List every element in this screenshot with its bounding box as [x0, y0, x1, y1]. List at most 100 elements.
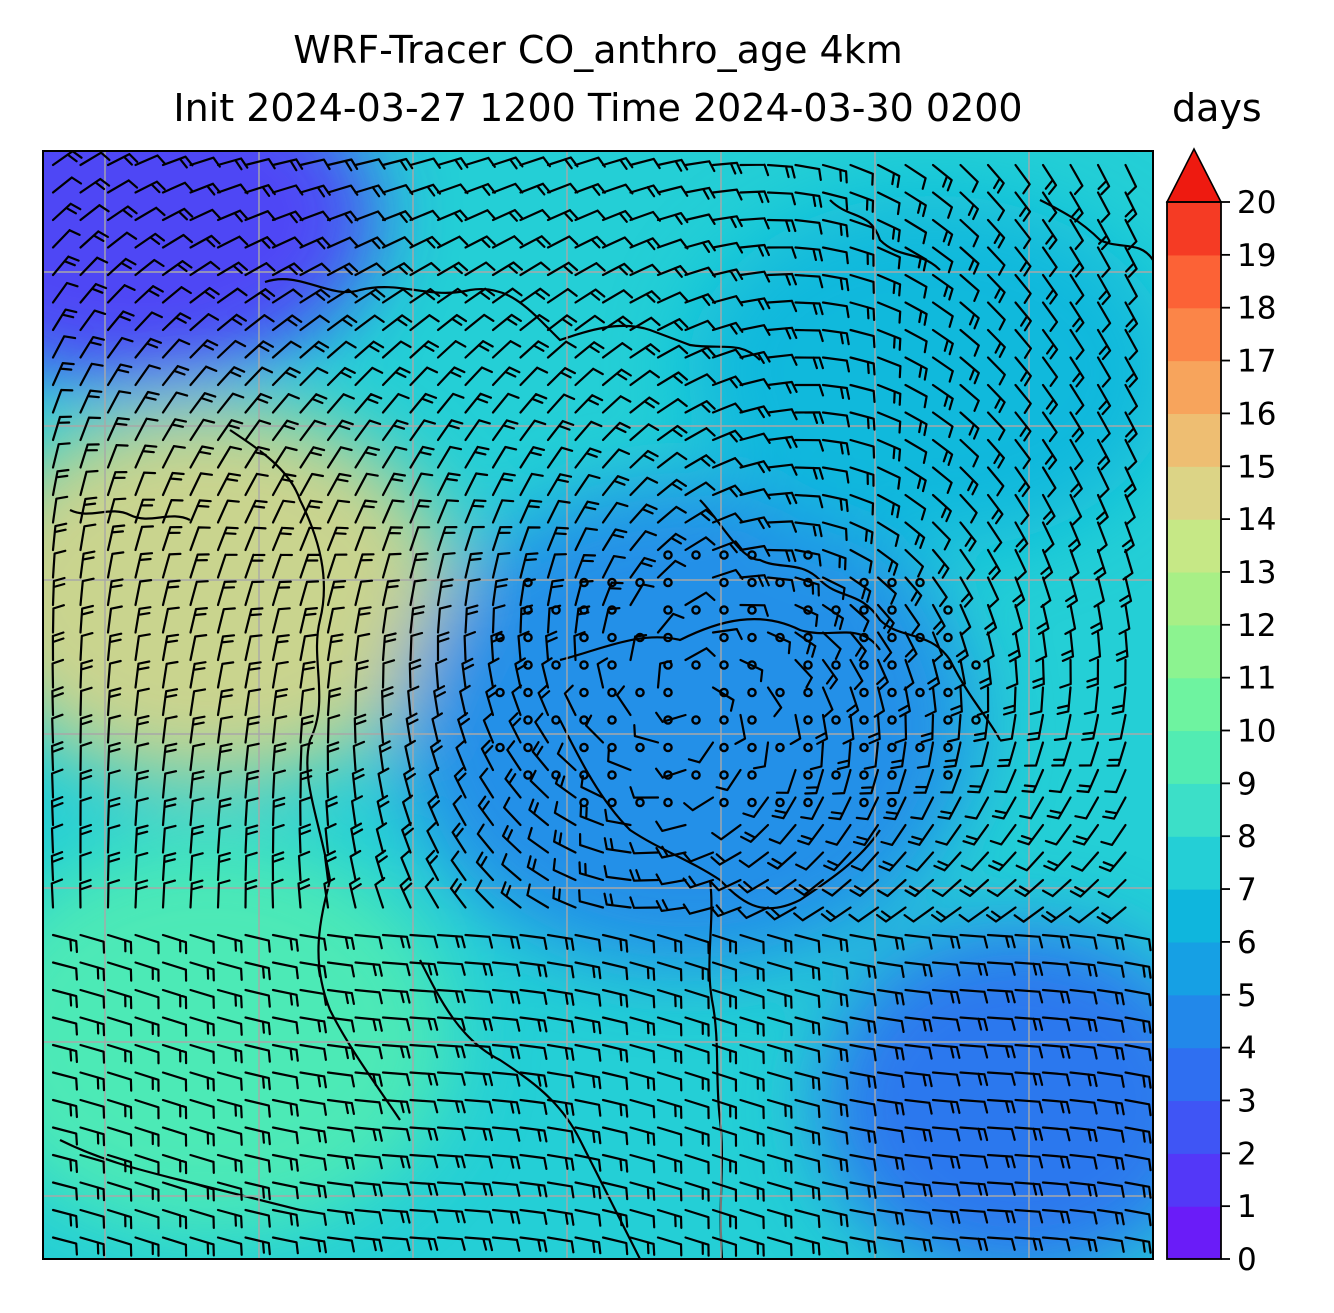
wind-barb	[1014, 933, 1044, 949]
wind-barb	[161, 933, 188, 955]
colorbar-segment	[1167, 624, 1221, 679]
wind-barb	[931, 631, 944, 663]
wind-barb	[876, 163, 901, 188]
wind-barb	[1069, 1098, 1098, 1115]
wind-barb	[134, 180, 166, 194]
wind-barb	[684, 427, 716, 442]
wind-barb	[464, 1098, 494, 1114]
wind-barb	[1069, 1043, 1098, 1060]
wind-barb	[106, 1071, 133, 1092]
wind-barb	[491, 1181, 521, 1197]
wind-barb	[794, 1098, 821, 1119]
wind-barb	[381, 1071, 411, 1087]
wind-barb	[326, 419, 354, 442]
wind-barb	[381, 366, 411, 387]
wind-barb	[244, 879, 258, 909]
wind-barb	[531, 741, 550, 772]
wind-barb	[959, 438, 980, 468]
wind-barb	[189, 1236, 215, 1257]
wind-barb	[189, 607, 208, 634]
wind-barb	[794, 603, 819, 627]
wind-barb	[189, 1181, 215, 1202]
wind-barb	[766, 1126, 793, 1147]
wind-barb	[381, 552, 402, 579]
wind-barb	[189, 988, 215, 1009]
wind-barb	[299, 340, 330, 359]
wind-barb	[794, 576, 820, 597]
wind-barb	[903, 906, 935, 923]
wind-barb	[739, 405, 771, 419]
wind-barb	[79, 1043, 106, 1064]
wind-barb	[876, 961, 905, 978]
wind-barb	[849, 411, 876, 431]
wind-barb	[519, 526, 541, 552]
wind-barb	[409, 1126, 439, 1141]
wind-barb	[578, 889, 605, 909]
wind-barb	[1014, 1043, 1044, 1059]
wind-barb	[574, 500, 600, 524]
wind-barb	[381, 499, 405, 524]
wind-barb	[216, 339, 247, 359]
calm-wind-circle	[747, 660, 757, 670]
calm-wind-circle	[663, 660, 673, 670]
wind-barb	[79, 714, 93, 744]
wind-barb	[216, 1016, 243, 1036]
wind-barb	[491, 182, 524, 194]
wind-barb	[409, 1016, 439, 1031]
wind-barb	[629, 1126, 656, 1146]
wind-barb	[1124, 1043, 1152, 1062]
wind-barb	[216, 715, 234, 744]
wind-barb	[271, 661, 289, 689]
wind-barb	[134, 337, 162, 359]
wind-barb	[601, 289, 634, 304]
colorbar-segments	[1167, 202, 1221, 1260]
wind-barb	[79, 796, 93, 827]
wind-barb	[931, 961, 961, 977]
colorbar-segment	[1167, 360, 1221, 414]
wind-barb	[739, 460, 771, 474]
wind-barb	[601, 475, 630, 497]
wind-barb	[876, 1126, 905, 1143]
calm-wind-circles	[495, 550, 981, 808]
wind-barb	[51, 176, 83, 194]
wind-barb	[134, 444, 158, 469]
wind-barb	[381, 933, 411, 949]
wind-barb	[528, 798, 550, 827]
wind-barb	[299, 262, 331, 277]
wind-barb	[354, 1153, 383, 1170]
wind-barb	[931, 301, 954, 328]
wind-barb	[931, 273, 954, 301]
wind-barb	[464, 499, 487, 524]
wind-barb	[937, 796, 962, 820]
wind-barb	[189, 1208, 215, 1229]
wind-barb	[904, 328, 928, 354]
wind-barb	[409, 526, 431, 552]
wind-barb	[766, 1153, 793, 1174]
wind-barb	[216, 1181, 243, 1201]
calm-wind-circle	[523, 770, 533, 780]
wind-barb	[51, 1181, 78, 1201]
wind-barb	[849, 1236, 877, 1254]
wind-barb	[375, 822, 388, 854]
wind-barb	[821, 218, 849, 238]
wind-barb	[574, 314, 605, 332]
wind-barb	[216, 988, 243, 1009]
wind-barb	[931, 603, 946, 636]
wind-barb	[134, 471, 157, 497]
wind-barb	[51, 1126, 78, 1146]
wind-barb	[1102, 796, 1127, 820]
wind-barb	[601, 607, 621, 634]
wind-barb	[904, 548, 924, 578]
wind-barb	[189, 339, 219, 359]
wind-barb	[348, 877, 362, 909]
wind-barb	[1014, 246, 1032, 277]
wind-barb	[189, 879, 204, 909]
wind-barb	[711, 161, 743, 175]
calm-wind-circle	[523, 742, 533, 753]
calm-wind-circle	[747, 770, 757, 780]
calm-wind-circle	[663, 632, 673, 643]
wind-barb	[461, 657, 475, 689]
wind-barb	[739, 378, 771, 390]
wind-barb	[1123, 466, 1137, 498]
wind-barb	[106, 933, 133, 955]
